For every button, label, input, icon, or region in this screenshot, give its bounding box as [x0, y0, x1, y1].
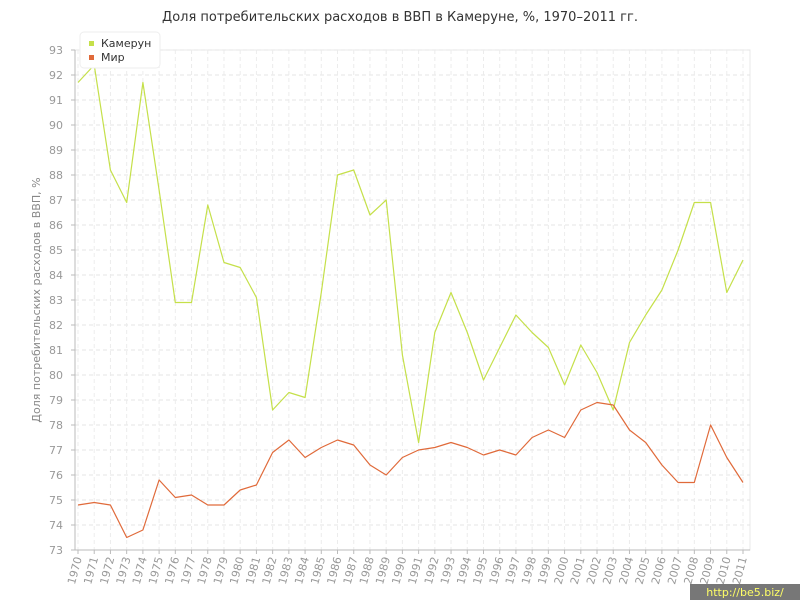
y-tick-label: 90	[49, 119, 63, 132]
y-tick-label: 80	[49, 369, 63, 382]
y-axis-title: Доля потребительских расходов в ВВП, %	[30, 177, 43, 422]
watermark-badge	[690, 584, 800, 600]
series-layer	[77, 64, 744, 539]
y-tick-label: 83	[49, 294, 63, 307]
grid	[74, 49, 751, 551]
y-tick-label: 93	[49, 44, 63, 57]
y-tick-label: 73	[49, 544, 63, 557]
legend-swatch	[89, 55, 94, 60]
legend-swatch	[89, 41, 94, 46]
y-tick-label: 87	[49, 194, 63, 207]
y-tick-label: 82	[49, 319, 63, 332]
y-tick-label: 84	[49, 269, 63, 282]
y-tick-label: 78	[49, 419, 63, 432]
series-line-1	[77, 401, 744, 539]
y-tick-label: 85	[49, 244, 63, 257]
legend-box	[79, 31, 161, 69]
y-tick-label: 77	[49, 444, 63, 457]
legend-label: Мир	[101, 51, 125, 64]
legend-label: Камерун	[101, 37, 151, 50]
y-tick-label: 79	[49, 394, 63, 407]
chart-title: Доля потребительских расходов в ВВП в Ка…	[162, 10, 638, 25]
y-tick-label: 86	[49, 219, 63, 232]
series-line-0	[77, 64, 744, 444]
watermark-text: http://be5.biz/	[706, 586, 784, 599]
y-tick-label: 81	[49, 344, 63, 357]
watermark: http://be5.biz/	[690, 584, 800, 600]
y-tick-label: 89	[49, 144, 63, 157]
y-tick-label: 74	[49, 519, 63, 532]
y-tick-label: 91	[49, 94, 63, 107]
y-tick-label: 88	[49, 169, 63, 182]
y-tick-label: 76	[49, 469, 63, 482]
y-tick-label: 92	[49, 69, 63, 82]
y-tick-label: 75	[49, 494, 63, 507]
